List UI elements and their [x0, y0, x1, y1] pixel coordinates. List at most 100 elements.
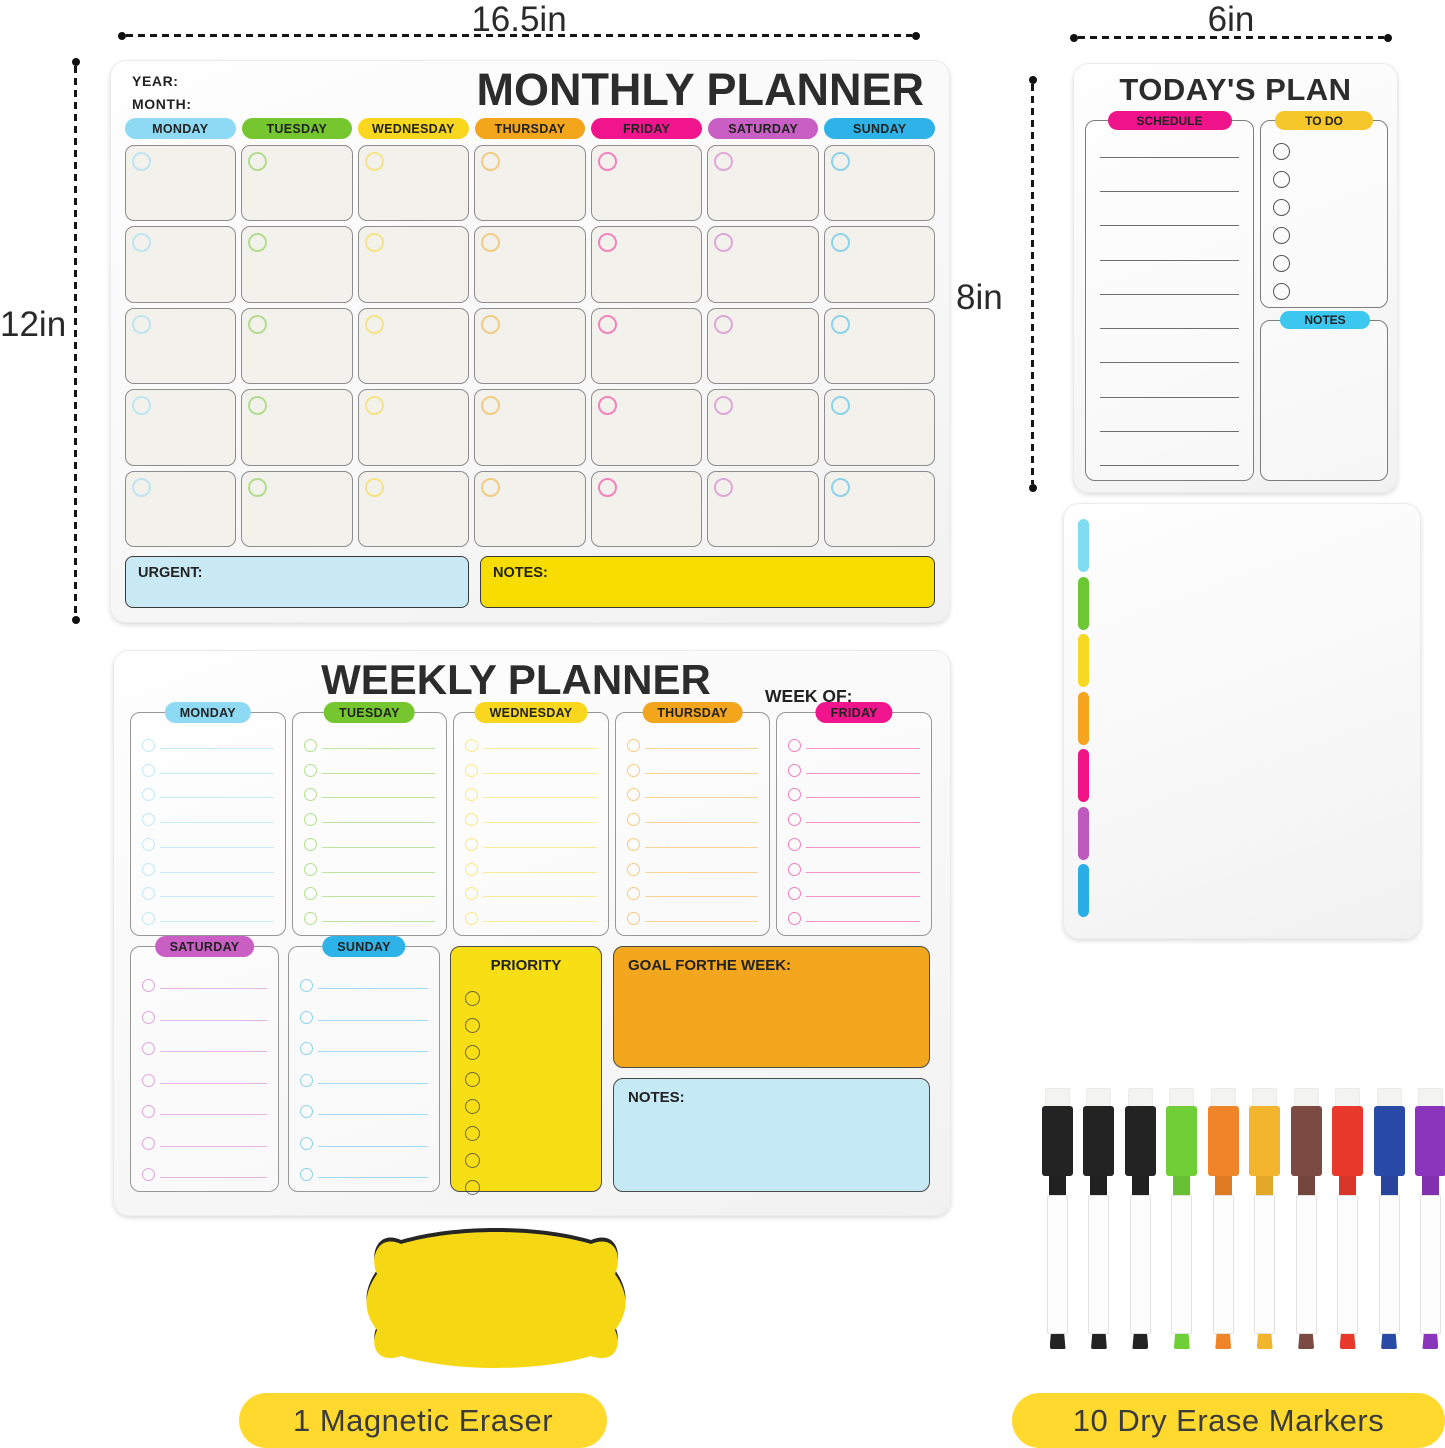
day-row: [465, 877, 597, 902]
marker-collar: [1297, 1176, 1315, 1195]
weekly-planner-title: WEEKLY PLANNER: [321, 656, 711, 703]
schedule-line: [1100, 464, 1239, 466]
row-line: [321, 822, 436, 823]
monthly-cell: [357, 470, 470, 547]
day-row: [465, 827, 597, 852]
day-row: [626, 778, 759, 803]
board-tab: [1078, 864, 1089, 917]
monthly-cell: [590, 470, 703, 547]
monthly-cell: [823, 145, 935, 222]
day-dot-icon: [481, 396, 501, 416]
day-dot-icon: [364, 477, 384, 497]
today-height-dimension-line: [1028, 76, 1037, 492]
day-row: [142, 1088, 267, 1119]
row-circle-icon: [142, 837, 155, 851]
day-dot-icon: [248, 477, 268, 497]
row-circle-icon: [142, 763, 155, 777]
marker-tip-ring: [1049, 1334, 1066, 1349]
monthly-height-dimension-line: [71, 58, 80, 624]
row-line: [321, 871, 436, 873]
row-line: [160, 871, 274, 873]
row-line: [321, 896, 436, 898]
day-dot-icon: [132, 233, 151, 253]
magnetic-eraser: [366, 1228, 626, 1368]
day-dot-icon: [830, 477, 850, 497]
row-circle-icon: [300, 1010, 313, 1024]
row-circle-icon: [142, 1010, 155, 1024]
day-dot-icon: [830, 314, 850, 334]
row-circle-icon: [465, 912, 479, 925]
todo-circle-icon: [1273, 143, 1290, 160]
row-line: [806, 871, 920, 873]
day-row: [788, 778, 920, 803]
day-row: [303, 827, 436, 852]
monthly-cell: [823, 307, 935, 385]
marker: [1332, 1088, 1364, 1388]
day-row: [303, 802, 436, 827]
marker-eraser-tip: [1045, 1088, 1070, 1107]
row-line: [483, 871, 597, 873]
dimension-endpoint-icon: [912, 31, 920, 40]
day-row: [626, 877, 759, 902]
marker-collar: [1256, 1176, 1274, 1195]
marker-barrel: [1254, 1195, 1276, 1334]
monthly-day-pill-friday: FRIDAY: [591, 118, 702, 139]
day-dot-icon: [714, 233, 734, 253]
row-circle-icon: [465, 738, 479, 752]
day-row: [300, 1088, 428, 1119]
priority-circles: [465, 991, 480, 1195]
row-circle-icon: [626, 887, 640, 901]
row-circle-icon: [142, 1167, 155, 1181]
row-line: [644, 772, 759, 774]
schedule-line: [1100, 328, 1239, 330]
marker-barrel: [1337, 1195, 1359, 1334]
monthly-cell: [357, 145, 470, 222]
schedule-line: [1100, 225, 1239, 227]
day-row: [142, 901, 274, 926]
marker-eraser-tip: [1417, 1088, 1443, 1107]
monthly-cell: [474, 145, 586, 222]
marker-collar: [1173, 1176, 1191, 1195]
dimension-endpoint-icon: [118, 31, 126, 40]
row-line: [160, 1145, 267, 1147]
day-rows: [142, 728, 274, 926]
marker-tip-ring: [1215, 1334, 1232, 1349]
marker: [1414, 1088, 1445, 1388]
schedule-line: [1100, 157, 1239, 158]
marker-tip-ring: [1422, 1334, 1439, 1349]
weekly-notes-label: NOTES:: [628, 1089, 685, 1106]
priority-circle-icon: [465, 1180, 480, 1195]
weekly-day-pill-sunday: SUNDAY: [322, 936, 406, 957]
row-circle-icon: [142, 912, 155, 925]
monthly-day-pill-wednesday: WEDNESDAY: [358, 118, 469, 139]
row-circle-icon: [788, 912, 802, 925]
weekly-day-column-friday: FRIDAY: [776, 702, 932, 936]
schedule-line: [1100, 293, 1239, 295]
row-circle-icon: [626, 912, 640, 925]
board-tab: [1078, 519, 1089, 572]
row-line: [806, 797, 920, 799]
monthly-planner-board: YEAR: MONTH: MONTHLY PLANNER MONDAY TUESD…: [110, 60, 950, 623]
board-tab: [1078, 576, 1089, 630]
row-line: [160, 1082, 267, 1084]
row-line: [806, 846, 920, 848]
day-row: [788, 728, 920, 753]
weekly-day-column-tuesday: TUESDAY: [291, 702, 448, 936]
row-line: [321, 921, 436, 922]
row-line: [160, 921, 274, 922]
monthly-day-pill-saturday: SATURDAY: [707, 118, 819, 139]
marker-collar: [1214, 1176, 1232, 1195]
weekly-sunday-slot: SUNDAY: [288, 936, 440, 1192]
weekly-day-column-saturday: SATURDAY: [130, 936, 279, 1192]
todo-circle-icon: [1273, 171, 1290, 188]
monthly-cell: [125, 307, 237, 385]
day-row: [303, 778, 436, 803]
day-dot-icon: [481, 314, 501, 334]
row-circle-icon: [788, 887, 802, 901]
marker-eraser-tip: [1086, 1088, 1112, 1107]
marker: [1290, 1088, 1322, 1388]
day-dot-icon: [481, 152, 501, 171]
row-circle-icon: [300, 1136, 313, 1150]
row-line: [160, 747, 274, 749]
marker-eraser-tip: [1127, 1088, 1153, 1107]
